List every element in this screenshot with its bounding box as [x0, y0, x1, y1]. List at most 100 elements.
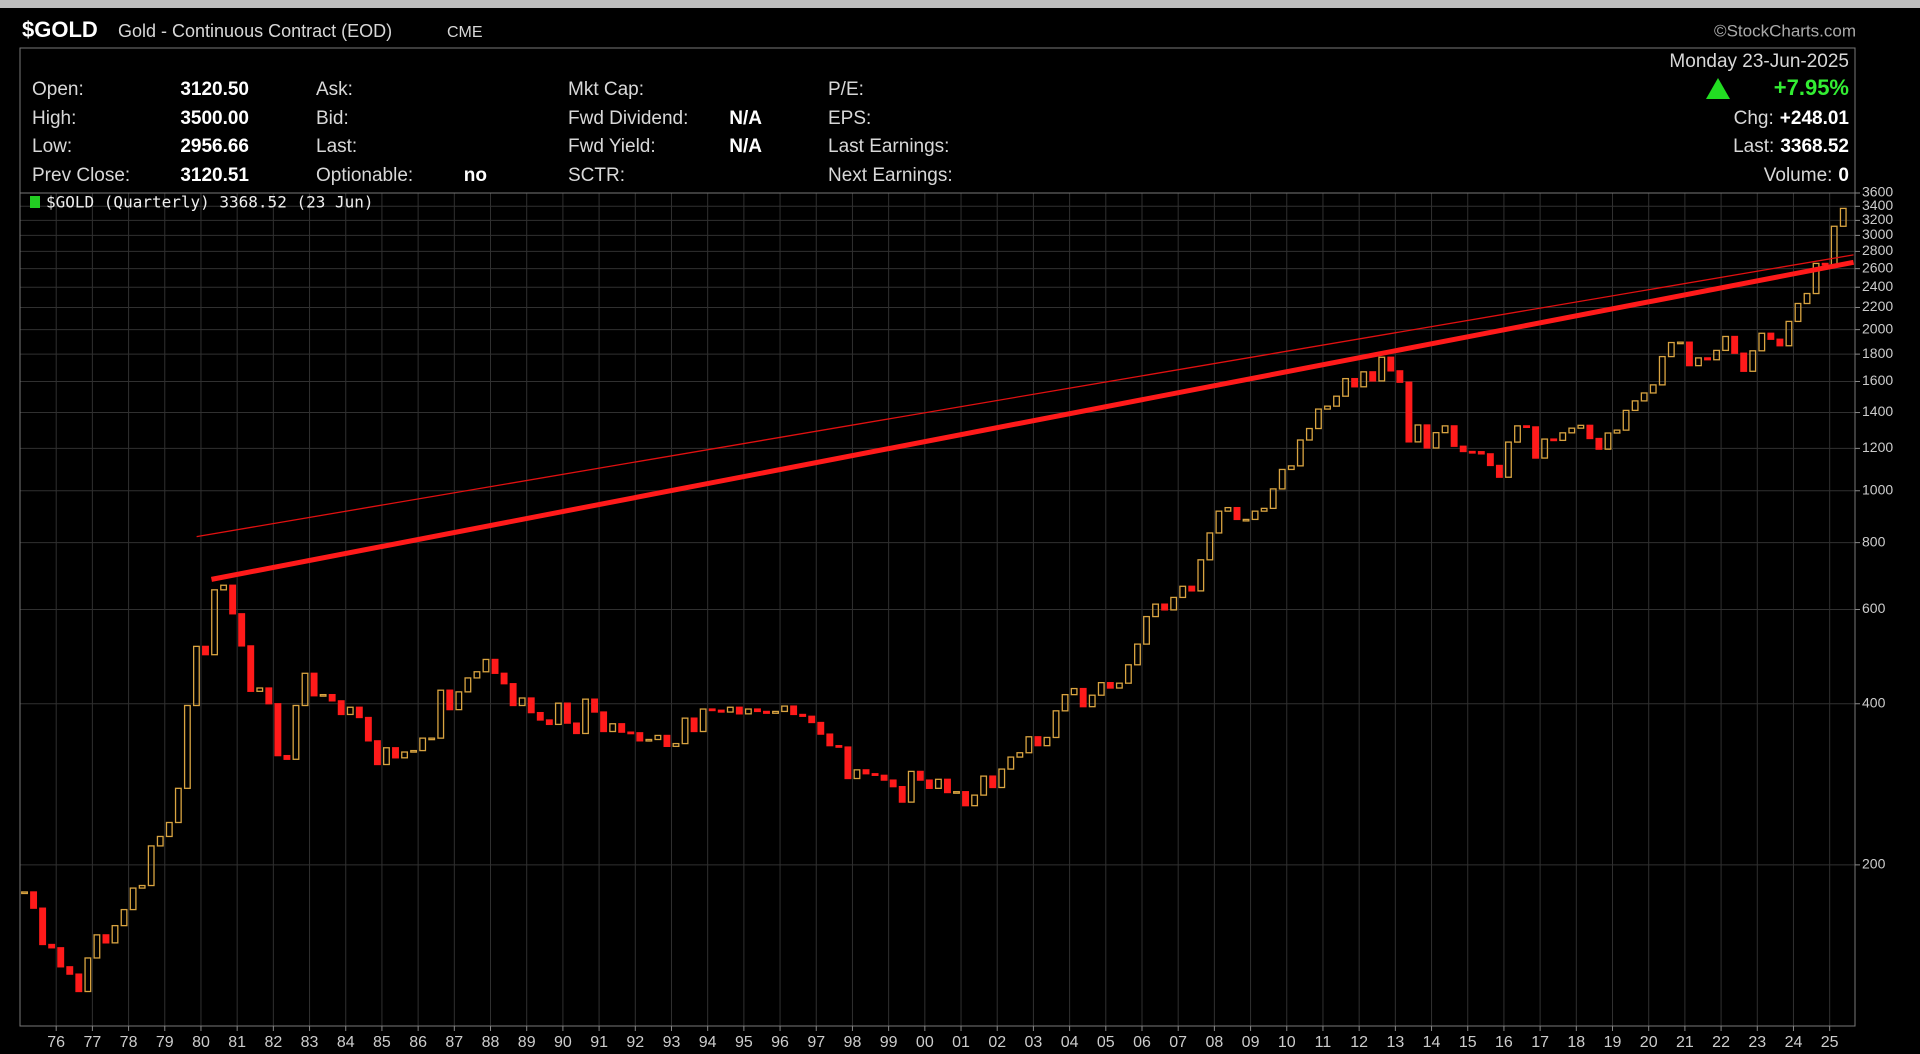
x-tick-label: 06 — [1133, 1034, 1151, 1051]
y-tick-label: 800 — [1862, 533, 1886, 549]
candle-body — [1197, 559, 1205, 592]
candle-body — [464, 677, 472, 693]
candle-body — [853, 769, 861, 780]
candle-body — [600, 711, 608, 733]
field-value: N/A — [729, 108, 762, 129]
candle-body — [1007, 756, 1015, 770]
candle-body — [962, 791, 970, 807]
candle-body — [1052, 710, 1060, 739]
x-tick-label: 98 — [844, 1034, 862, 1051]
field-label: Bid: — [316, 108, 349, 129]
candle-body — [1251, 510, 1259, 521]
trendline — [196, 254, 1854, 538]
x-tick-label: 19 — [1604, 1034, 1622, 1051]
candle-body — [48, 943, 56, 949]
candle-body — [1622, 409, 1630, 431]
candle-body — [1124, 664, 1132, 684]
candle-body — [428, 737, 436, 741]
x-tick-label: 13 — [1386, 1034, 1404, 1051]
candle-body — [256, 687, 264, 692]
candle-body — [808, 715, 816, 724]
x-tick-label: 99 — [880, 1034, 898, 1051]
candle-body — [1550, 438, 1558, 442]
x-tick-label: 86 — [409, 1034, 427, 1051]
candle-body — [1414, 424, 1422, 443]
candle-body — [907, 770, 915, 803]
candle-body — [1667, 341, 1675, 358]
candle-body — [1731, 335, 1739, 354]
candle-body — [1532, 426, 1540, 459]
candle-body — [826, 733, 834, 747]
candle-body — [1577, 424, 1585, 429]
x-tick-label: 02 — [988, 1034, 1006, 1051]
field-label: Optionable: — [316, 165, 413, 186]
candle-body — [1541, 438, 1549, 459]
y-tick-label: 1800 — [1862, 345, 1893, 361]
x-tick-label: 01 — [952, 1034, 970, 1051]
y-tick-label: 400 — [1862, 694, 1886, 710]
x-tick-label: 79 — [156, 1034, 174, 1051]
candle-body — [1749, 350, 1757, 372]
candle-body — [373, 740, 381, 766]
y-tick-label: 3600 — [1862, 184, 1893, 200]
field-label: Fwd Dividend: — [568, 108, 688, 129]
candle-body — [1812, 262, 1820, 295]
candle-body — [980, 775, 988, 796]
candle-body — [1106, 682, 1114, 689]
candle-body — [220, 584, 228, 591]
candle-body — [1314, 408, 1322, 430]
x-tick-label: 91 — [590, 1034, 608, 1051]
candle-body — [1333, 395, 1340, 407]
candle-body — [1278, 468, 1286, 490]
candle-body — [663, 734, 671, 748]
candle-body — [1016, 752, 1024, 758]
candle-body — [527, 697, 535, 714]
candle-body — [971, 794, 979, 807]
candle-body — [1631, 400, 1639, 412]
candle-body — [292, 704, 300, 760]
candle-body — [1152, 603, 1160, 618]
x-tick-label: 92 — [626, 1034, 644, 1051]
field-label: Low: — [32, 136, 72, 157]
candle-body — [1423, 424, 1431, 449]
candle-body — [138, 884, 146, 889]
x-tick-label: 93 — [663, 1034, 681, 1051]
candle-body — [1188, 585, 1196, 592]
candle-body — [1305, 427, 1313, 441]
candle-body — [75, 973, 83, 993]
candle-body — [790, 705, 798, 716]
x-tick-label: 82 — [264, 1034, 282, 1051]
candle-body — [1839, 207, 1847, 227]
candle-body — [30, 891, 38, 909]
x-tick-label: 16 — [1495, 1034, 1513, 1051]
candle-body — [21, 891, 28, 895]
top-strip — [0, 0, 1920, 8]
candle-body — [753, 708, 761, 713]
candle-body — [183, 704, 191, 789]
candle-body — [1468, 450, 1476, 454]
candle-body — [1758, 332, 1766, 352]
up-arrow — [1706, 78, 1730, 99]
x-tick-label: 14 — [1423, 1034, 1441, 1051]
y-tick-label: 1000 — [1862, 481, 1893, 497]
candle-body — [726, 706, 734, 713]
field-value: 3120.51 — [180, 165, 249, 186]
candle-body — [120, 908, 128, 927]
candle-body — [1785, 320, 1793, 347]
candle-body — [1215, 510, 1223, 534]
candle-body — [319, 693, 327, 697]
field-value: +248.01 — [1780, 108, 1850, 129]
candle-body — [491, 658, 499, 674]
candle-body — [627, 731, 635, 735]
candle-body — [871, 773, 879, 776]
candle-body — [301, 672, 309, 707]
candle-body — [518, 697, 526, 707]
y-tick-label: 3000 — [1862, 226, 1893, 242]
candle-body — [165, 821, 173, 838]
y-tick-label: 600 — [1862, 600, 1886, 616]
candle-body — [1568, 427, 1576, 434]
field-label: Chg: — [1734, 108, 1774, 129]
candle-body — [1495, 464, 1503, 478]
y-tick-label: 3200 — [1862, 211, 1893, 227]
candle-body — [1161, 603, 1169, 611]
